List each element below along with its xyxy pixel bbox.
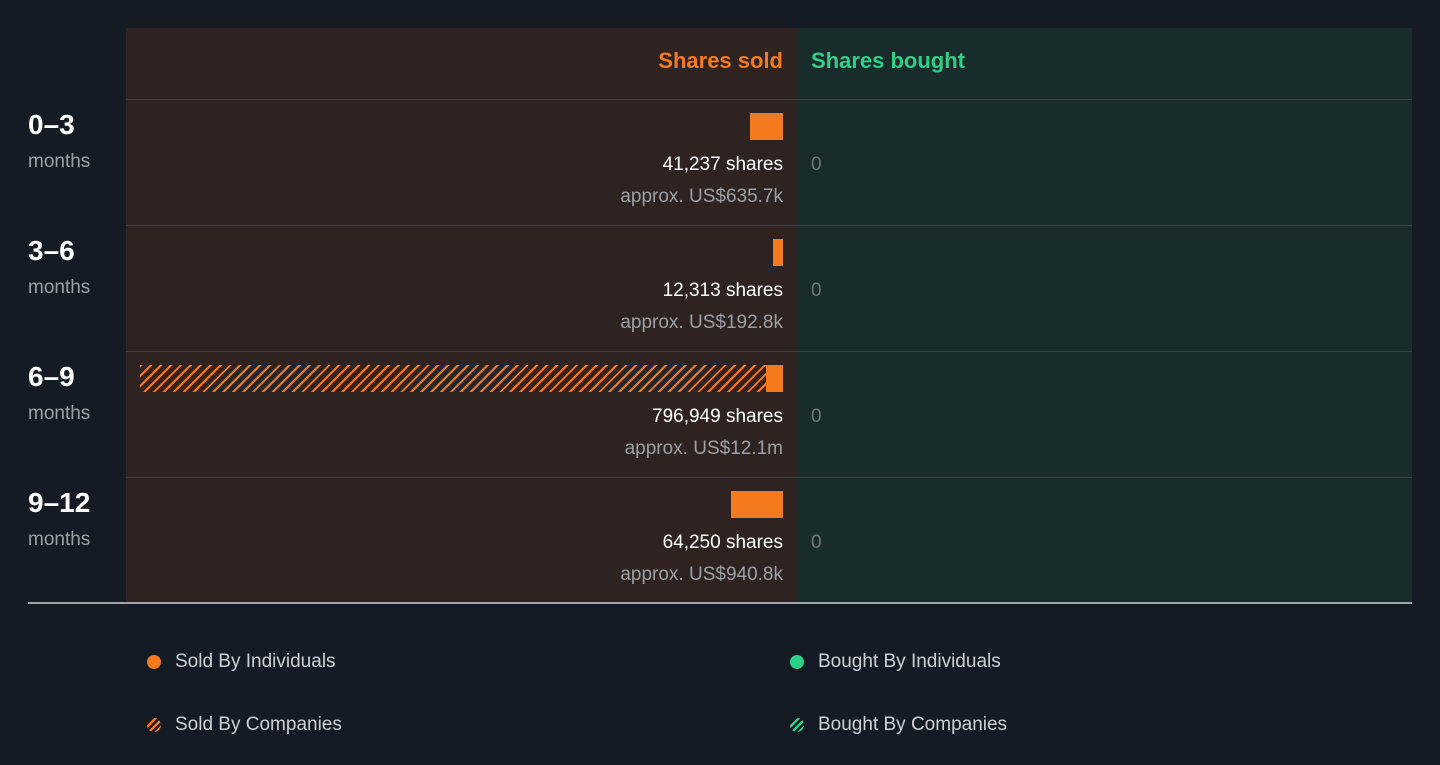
period-unit-label: months bbox=[28, 151, 91, 172]
period-row: 9–12 months 64,250 shares approx. US$940.8k… bbox=[0, 478, 1440, 604]
shares-sold-header: Shares sold bbox=[658, 48, 783, 73]
period-row: 3–6 months 12,313 shares approx. US$192.8k 0 bbox=[0, 226, 1440, 352]
bar-sold-by-individuals bbox=[749, 113, 783, 140]
shares-bought-value: 0 bbox=[811, 280, 822, 301]
row-separator bbox=[126, 477, 1412, 478]
shares-sold-label: 41,237 shares bbox=[662, 154, 783, 175]
shares-bought-value: 0 bbox=[811, 532, 822, 553]
shares-bought-header: Shares bought bbox=[811, 48, 966, 73]
legend-label: Sold By Individuals bbox=[175, 651, 336, 672]
period-row: 0–3 months 41,237 shares approx. US$635.7k 0 bbox=[0, 100, 1440, 226]
period-label: 3–6 bbox=[28, 235, 75, 266]
row-separator bbox=[126, 225, 1412, 226]
period-label: 6–9 bbox=[28, 361, 75, 392]
shares-bought-value: 0 bbox=[811, 406, 822, 427]
period-label: 0–3 bbox=[28, 109, 75, 140]
bar-sold-by-individuals bbox=[766, 365, 783, 392]
chart-baseline bbox=[28, 602, 1412, 604]
bar-sold-by-individuals bbox=[773, 239, 783, 266]
period-unit-label: months bbox=[28, 529, 91, 550]
bar-sold-by-individuals bbox=[731, 491, 783, 518]
row-separator bbox=[126, 351, 1412, 352]
period-label: 9–12 bbox=[28, 487, 91, 518]
approx-value-label: approx. US$12.1m bbox=[624, 438, 783, 459]
shares-sold-label: 796,949 shares bbox=[652, 406, 783, 427]
period-unit-label: months bbox=[28, 277, 91, 298]
legend-hatched-green-icon bbox=[790, 718, 804, 732]
shares-sold-label: 64,250 shares bbox=[662, 532, 783, 553]
legend-label: Bought By Individuals bbox=[818, 651, 1001, 672]
approx-value-label: approx. US$635.7k bbox=[620, 186, 783, 207]
legend-solid-orange-icon bbox=[147, 655, 161, 669]
shares-sold-label: 12,313 shares bbox=[662, 280, 783, 301]
approx-value-label: approx. US$192.8k bbox=[620, 312, 783, 333]
header-separator bbox=[126, 99, 1412, 100]
period-row: 6–9 months 796,949 shares approx. US$12.1m 0 bbox=[0, 352, 1440, 478]
legend-hatched-orange-icon bbox=[147, 718, 161, 732]
shares-bought-value: 0 bbox=[811, 154, 822, 175]
approx-value-label: approx. US$940.8k bbox=[620, 564, 783, 585]
legend-label: Sold By Companies bbox=[175, 714, 342, 735]
shares-sold-column-background bbox=[126, 28, 797, 602]
legend-solid-green-icon bbox=[790, 655, 804, 669]
legend-label: Bought By Companies bbox=[818, 714, 1008, 735]
bar-sold-by-companies bbox=[140, 365, 767, 392]
shares-bought-column-background bbox=[797, 28, 1412, 602]
period-unit-label: months bbox=[28, 403, 91, 424]
